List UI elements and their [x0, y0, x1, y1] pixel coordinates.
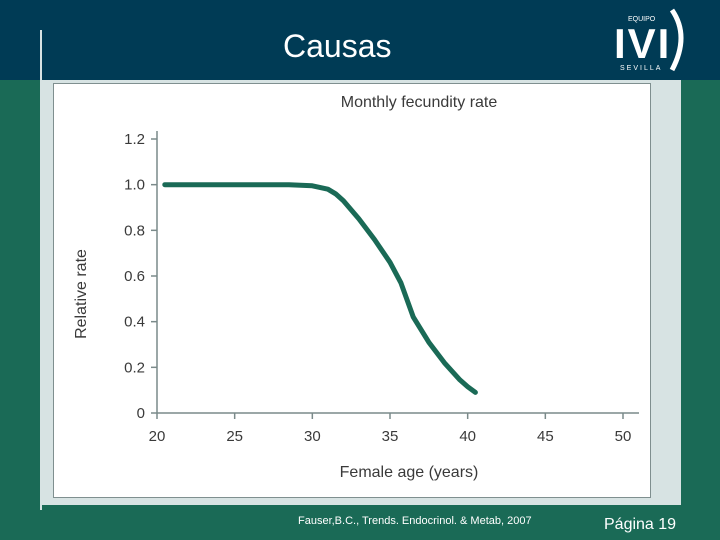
x-tick-label: 40	[459, 428, 476, 445]
x-tick-label: 20	[149, 428, 166, 445]
x-axis-label: Female age (years)	[340, 464, 479, 481]
logo-top-text: EQUIPO	[628, 16, 656, 23]
y-tick-label: 0	[137, 405, 145, 422]
fecundity-chart: 0 0.2 0.4 0.6 0.8 1.0 1.2 20 25 30 35 40 45 50 Monthly…	[73, 94, 639, 481]
y-tick-label: 0.6	[124, 268, 145, 285]
y-axis-label: Relative rate	[73, 249, 90, 339]
y-tick-label: 0.4	[124, 314, 145, 331]
ivi-sevilla-logo: EQUIPO IVI SEVILLA	[614, 8, 684, 72]
logo-arc-mark	[669, 8, 684, 72]
logo-bottom-text: SEVILLA	[620, 65, 662, 72]
slide-title: Causas	[283, 28, 392, 64]
y-tick-label: 0.8	[124, 222, 145, 239]
page-number: Página 19	[604, 516, 677, 533]
chart-frame: 0 0.2 0.4 0.6 0.8 1.0 1.2 20 25 30 35 40 45 50 Monthly…	[53, 83, 651, 498]
citation-text: Fauser,B.C., Trends. Endocrinol. & Metab…	[298, 515, 532, 527]
y-tick-label: 0.2	[124, 359, 145, 376]
x-tick-label: 50	[615, 428, 632, 445]
y-tick-label: 1.2	[124, 131, 145, 148]
fecundity-line	[162, 182, 478, 395]
chart-title: Monthly fecundity rate	[341, 94, 498, 111]
x-tick-label: 45	[537, 428, 554, 445]
logo-main-text: IVI	[614, 20, 671, 67]
x-tick-label: 25	[226, 428, 243, 445]
x-tick-label: 30	[304, 428, 321, 445]
x-tick-label: 35	[382, 428, 399, 445]
y-tick-label: 1.0	[124, 177, 145, 194]
slide-header	[0, 0, 720, 80]
